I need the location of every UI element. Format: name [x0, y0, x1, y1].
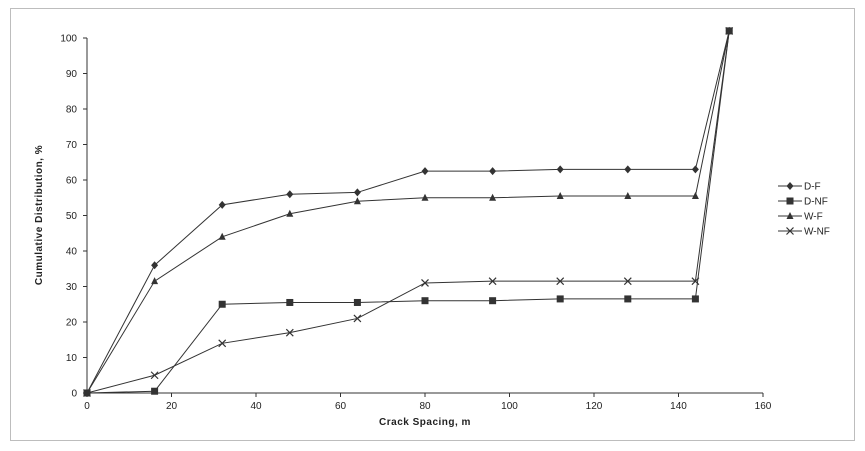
y-tick-label: 60 — [66, 176, 78, 187]
data-point-x-stroke — [150, 371, 159, 380]
data-point-triangle — [489, 193, 497, 201]
data-point-square — [624, 295, 632, 303]
y-tick-label: 50 — [66, 211, 78, 222]
data-point-x-stroke — [556, 277, 565, 286]
y-tick-label: 90 — [66, 69, 78, 80]
y-tick-label: 30 — [66, 282, 78, 293]
data-point-diamond — [489, 167, 497, 176]
data-point-triangle — [353, 197, 361, 205]
data-point-square — [691, 295, 699, 303]
data-point-x-stroke — [488, 277, 497, 286]
data-point-square — [489, 297, 497, 305]
data-point-x-stroke — [218, 339, 227, 348]
data-point-x — [218, 339, 227, 348]
legend-label: D-NF — [804, 197, 828, 208]
data-point-square — [421, 297, 429, 305]
x-tick-label: 80 — [419, 401, 431, 412]
y-tick-label: 0 — [71, 389, 77, 400]
data-point-diamond — [353, 188, 361, 197]
data-point-x-stroke — [623, 277, 632, 286]
data-point-diamond — [624, 165, 632, 174]
data-point-x — [421, 279, 429, 287]
y-tick-label: 40 — [66, 247, 78, 258]
series-d-nf — [83, 27, 733, 397]
data-point-diamond — [421, 167, 429, 176]
data-point-x — [83, 389, 91, 397]
data-point-square — [556, 295, 564, 303]
series-layer — [83, 26, 734, 397]
y-tick-label: 80 — [66, 105, 78, 116]
data-point-x — [623, 277, 632, 286]
series-line — [86, 30, 730, 394]
data-point-square — [286, 298, 294, 306]
legend-label: W-NF — [804, 227, 830, 238]
y-tick-label: 100 — [60, 34, 77, 45]
data-point-x — [353, 314, 362, 323]
data-point-triangle — [556, 191, 564, 199]
data-point-x-stroke — [691, 277, 700, 286]
chart-frame — [10, 8, 855, 441]
data-point-triangle — [286, 209, 294, 217]
legend-item-d-f: D-F — [778, 182, 821, 193]
series-line — [86, 30, 730, 394]
y-tick-label: 70 — [66, 140, 78, 151]
series-line — [86, 30, 730, 394]
legend-item-w-nf: W-NF — [778, 227, 830, 238]
data-point-x-stroke — [285, 328, 294, 337]
data-point-diamond — [691, 165, 699, 174]
x-axis-label: Crack Spacing, m — [379, 417, 471, 428]
series-d-f — [83, 26, 733, 397]
data-point-diamond — [286, 190, 294, 199]
y-axis: 0 10 20 30 40 50 60 70 80 90 100 — [60, 34, 88, 400]
data-point-x — [150, 371, 159, 380]
y-tick-label: 20 — [66, 318, 78, 329]
data-point-x — [285, 328, 294, 337]
x-tick-label: 60 — [335, 401, 347, 412]
data-point-x-stroke — [83, 389, 91, 397]
legend-label: W-F — [804, 212, 823, 223]
data-point-triangle — [691, 191, 699, 199]
legend: D-F D-NF W-F W-NF — [778, 182, 830, 238]
x-axis: 0 20 40 60 80 100 120 140 160 — [84, 392, 772, 412]
data-point-triangle — [421, 193, 429, 201]
x-tick-label: 140 — [670, 401, 687, 412]
x-tick-label: 160 — [755, 401, 772, 412]
data-point-diamond — [786, 182, 794, 190]
series-line — [86, 30, 730, 394]
data-point-diamond — [218, 200, 226, 209]
y-tick-label: 10 — [66, 353, 78, 364]
data-point-triangle — [151, 277, 159, 285]
x-tick-label: 20 — [166, 401, 178, 412]
data-point-x — [691, 277, 700, 286]
data-point-x-stroke — [421, 279, 429, 287]
legend-item-d-nf: D-NF — [778, 197, 828, 208]
data-point-square — [218, 300, 226, 308]
x-tick-label: 120 — [586, 401, 603, 412]
data-point-x-stroke — [725, 26, 734, 35]
data-point-x — [786, 227, 794, 235]
legend-item-w-f: W-F — [778, 212, 823, 223]
data-point-x — [725, 26, 734, 35]
legend-label: D-F — [804, 182, 821, 193]
data-point-x — [488, 277, 497, 286]
data-point-square — [786, 197, 794, 205]
series-w-f — [83, 26, 733, 396]
data-point-triangle — [624, 191, 632, 199]
data-point-diamond — [151, 261, 159, 270]
x-tick-label: 100 — [501, 401, 518, 412]
data-point-square — [353, 298, 361, 306]
data-point-x-stroke — [353, 314, 362, 323]
series-w-nf — [83, 26, 734, 397]
data-point-triangle — [218, 232, 226, 240]
data-point-x-stroke — [786, 227, 794, 235]
data-point-square — [151, 387, 159, 395]
x-tick-label: 0 — [84, 401, 90, 412]
data-point-diamond — [556, 165, 564, 174]
y-axis-label: Cumulative Distribution, % — [34, 145, 45, 285]
x-tick-label: 40 — [250, 401, 262, 412]
data-point-x — [556, 277, 565, 286]
data-point-triangle — [786, 212, 794, 219]
